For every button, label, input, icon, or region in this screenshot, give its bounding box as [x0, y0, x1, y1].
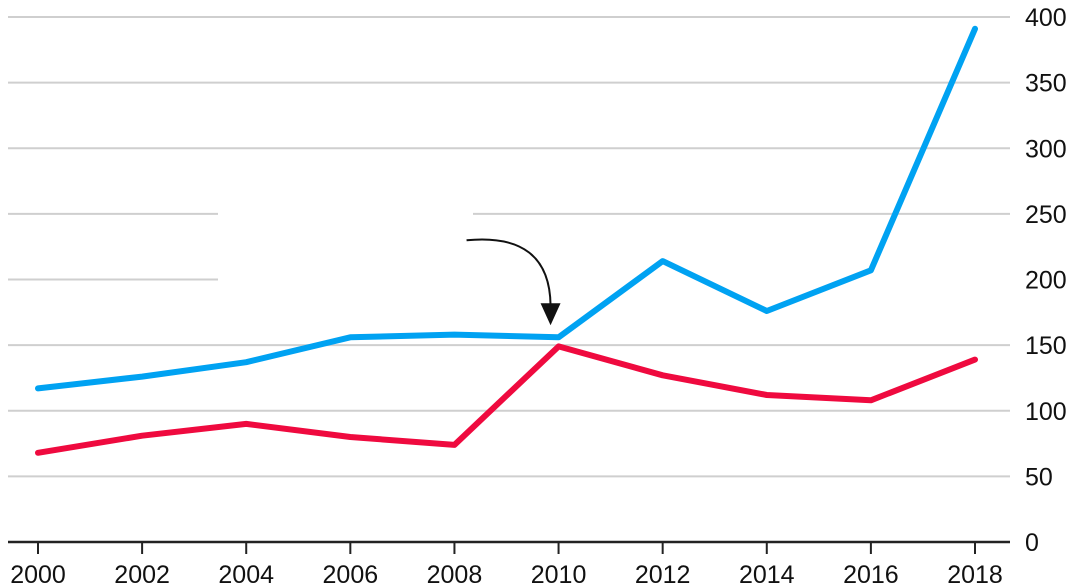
annotations — [466, 238, 561, 326]
series-lines — [35, 25, 978, 456]
data-point — [660, 372, 666, 378]
data-point — [347, 334, 353, 340]
data-point — [243, 359, 249, 365]
data-point — [972, 26, 978, 32]
x-tick-label: 2012 — [635, 561, 691, 586]
x-tick-label: 2014 — [739, 561, 795, 586]
series-line-0 — [35, 25, 978, 392]
x-axis: 2000 2002 2004 2006 2008 2010 2012 2014 2016 2018 — [10, 542, 1003, 586]
data-point — [764, 392, 770, 398]
y-tick-label: 300 — [1025, 135, 1067, 163]
data-point — [764, 308, 770, 314]
x-tick-label: 2004 — [218, 561, 274, 586]
y-tick-label: 100 — [1025, 398, 1067, 426]
y-tick-label: 250 — [1025, 201, 1067, 229]
x-tick-label: 2016 — [843, 561, 899, 586]
annotation-arrow-head — [540, 303, 561, 326]
data-point — [35, 385, 41, 391]
x-tick-label: 2018 — [947, 561, 1003, 586]
x-tick-label: 2010 — [531, 561, 587, 586]
gridlines — [8, 16, 1010, 544]
y-tick-label: 50 — [1025, 463, 1053, 491]
data-point — [868, 267, 874, 273]
data-point — [139, 374, 145, 380]
x-tick-label: 2006 — [323, 561, 379, 586]
data-point — [556, 334, 562, 340]
y-tick-label: 0 — [1025, 529, 1039, 557]
series-line-1 — [35, 343, 978, 456]
y-tick-label: 200 — [1025, 267, 1067, 295]
annotation-arrow-curve — [466, 238, 552, 306]
data-point — [243, 421, 249, 427]
y-tick-label: 400 — [1025, 4, 1067, 32]
data-point — [660, 258, 666, 264]
data-point — [868, 397, 874, 403]
data-point — [451, 442, 457, 448]
y-axis: 0 50 100 150 200 250 300 350 400 — [1025, 4, 1067, 557]
x-tick-label: 2000 — [10, 561, 66, 586]
data-point — [347, 434, 353, 440]
y-tick-label: 350 — [1025, 70, 1067, 98]
data-point — [35, 450, 41, 456]
data-point — [972, 357, 978, 363]
data-point — [139, 433, 145, 439]
y-tick-label: 150 — [1025, 332, 1067, 360]
x-tick-label: 2002 — [114, 561, 170, 586]
data-point — [451, 332, 457, 338]
x-tick-label: 2008 — [427, 561, 483, 586]
data-point — [556, 343, 562, 349]
